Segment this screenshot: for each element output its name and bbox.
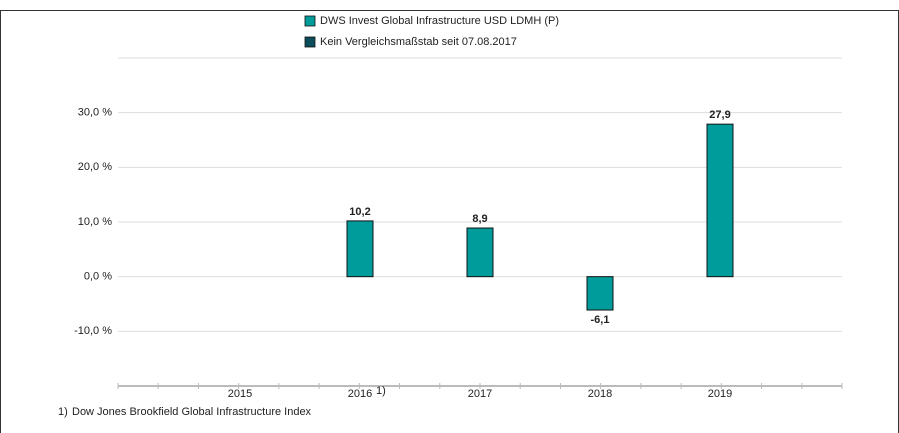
value-label: 27,9 bbox=[709, 109, 730, 121]
x-tick-label: 2015 bbox=[228, 388, 252, 400]
legend-label: DWS Invest Global Infrastructure USD LDM… bbox=[320, 15, 559, 27]
y-tick-label: -10,0 % bbox=[74, 325, 112, 337]
legend-swatch bbox=[304, 36, 316, 48]
y-tick-label: 10,0 % bbox=[78, 216, 112, 228]
legend-swatch bbox=[304, 15, 316, 27]
footnote-marker: 1) bbox=[376, 385, 386, 397]
value-label: 8,9 bbox=[472, 213, 487, 225]
x-tick-label: 2016 bbox=[348, 388, 372, 400]
y-tick-label: 20,0 % bbox=[78, 161, 112, 173]
x-tick-label: 2017 bbox=[468, 388, 492, 400]
bar bbox=[586, 276, 614, 311]
x-tick-label: 2019 bbox=[708, 388, 732, 400]
footnote-marker: 1) bbox=[58, 406, 68, 418]
legend-label: Kein Vergleichsmaßstab seit 07.08.2017 bbox=[320, 36, 517, 48]
x-tick-label: 2018 bbox=[588, 388, 612, 400]
footnote-text: Dow Jones Brookfield Global Infrastructu… bbox=[72, 406, 312, 418]
value-label: 10,2 bbox=[349, 206, 370, 218]
bar bbox=[466, 227, 494, 278]
bar bbox=[346, 220, 374, 278]
value-label: -6,1 bbox=[591, 314, 610, 326]
y-tick-label: 30,0 % bbox=[78, 107, 112, 119]
bar bbox=[706, 123, 734, 278]
y-tick-label: 0,0 % bbox=[84, 271, 112, 283]
